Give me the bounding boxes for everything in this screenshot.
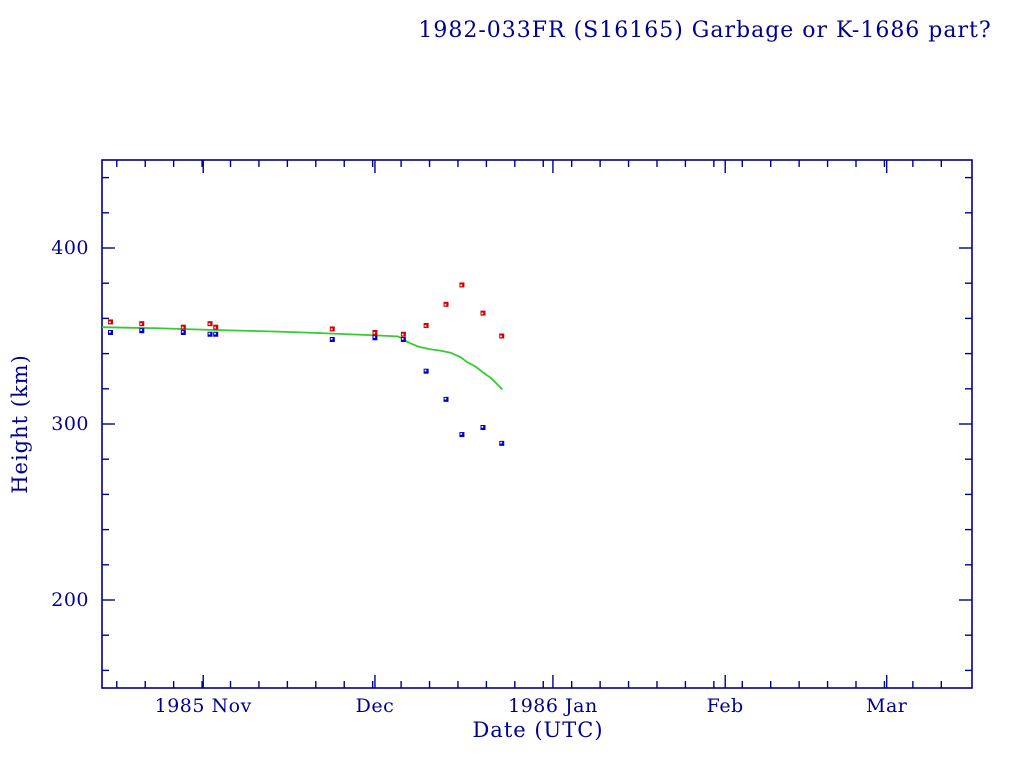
apogee-marker-dot	[330, 328, 333, 331]
x-tick-label: Dec	[356, 695, 395, 717]
apogee-marker-dot	[109, 321, 111, 324]
apogee-marker-dot	[140, 323, 143, 325]
x-tick-label: Mar	[866, 695, 908, 717]
apogee-marker-dot	[424, 324, 427, 327]
x-axis-label: Date (UTC)	[472, 718, 604, 742]
y-tick-label: 400	[51, 237, 89, 259]
apogee-marker-dot	[181, 326, 184, 329]
x-tick-label: 1986 Jan	[508, 695, 598, 717]
plot-frame	[101, 159, 973, 689]
perigee-marker-dot	[140, 329, 143, 331]
perigee-marker-dot	[481, 426, 484, 428]
perigee-marker-dot	[214, 332, 216, 335]
apogee-marker-dot	[214, 326, 216, 329]
y-tick-label: 300	[51, 413, 89, 435]
perigee-marker-dot	[500, 441, 502, 444]
apogee-marker-dot	[500, 335, 502, 338]
perigee-marker-dot	[109, 330, 111, 333]
apogee-marker-dot	[208, 323, 211, 325]
decay-model-line	[101, 326, 503, 391]
perigee-marker-dot	[373, 336, 376, 338]
perigee-marker-dot	[181, 330, 184, 333]
perigee-marker-dot	[460, 433, 463, 435]
chart-title: 1982-033FR (S16165) Garbage or K-1686 pa…	[418, 18, 992, 43]
apogee-marker-dot	[460, 284, 463, 287]
apogee-marker-dot	[373, 331, 376, 334]
perigee-marker-dot	[401, 338, 404, 340]
apogee-marker-dot	[444, 303, 447, 306]
y-tick-label: 200	[51, 589, 89, 611]
apogee-marker-dot	[401, 333, 404, 336]
perigee-marker-dot	[330, 338, 333, 340]
apogee-marker-dot	[481, 312, 484, 315]
perigee-marker-dot	[444, 397, 447, 400]
x-tick-label: 1985 Nov	[155, 695, 252, 717]
perigee-marker-dot	[208, 332, 211, 335]
x-tick-label: Feb	[707, 695, 744, 717]
perigee-marker-dot	[424, 369, 427, 372]
